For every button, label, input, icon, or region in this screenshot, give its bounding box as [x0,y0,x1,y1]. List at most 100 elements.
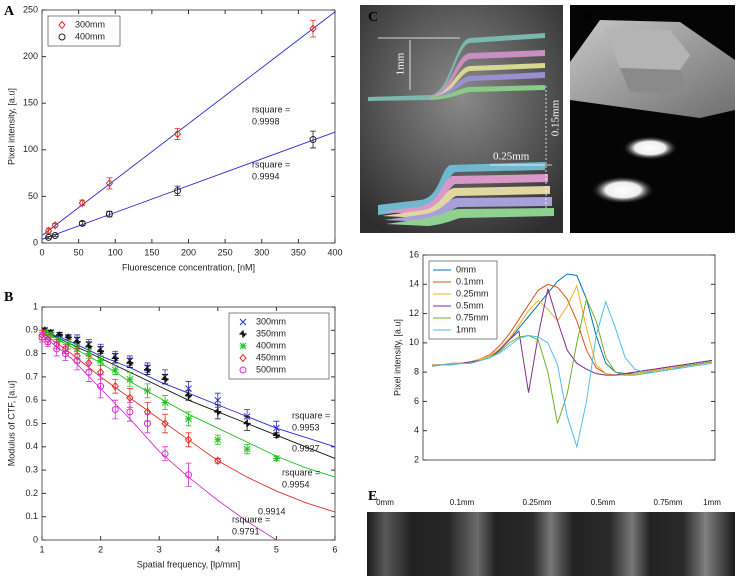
x-tick-label: 2 [98,544,103,554]
marker [143,387,151,395]
y-tick-label: 0 [33,237,38,247]
legend-label: 1mm [456,324,476,334]
x-tick-label: 1 [39,544,44,554]
fit-line [41,334,277,541]
y-tick-label: 6 [414,396,419,406]
fit-line [41,11,336,236]
marker [126,408,134,416]
image-d: D [570,5,735,233]
marker [111,366,119,374]
strip-label: 0.5mm [591,498,616,507]
marker [272,431,280,439]
marker [143,366,151,374]
y-tick-label: 2 [414,454,419,464]
legend-label: 400mm [256,340,286,350]
marker [97,347,105,355]
x-tick-label: 400 [327,247,342,257]
error-bar [85,362,92,382]
error-bar [185,462,192,487]
marker [61,350,69,358]
annotation: 0.9953 [292,422,320,432]
panel-label: B [4,290,13,305]
marker [97,382,105,390]
legend-box [47,15,121,47]
legend-label: 450mm [256,352,286,362]
y-tick-label: 0.8 [25,348,38,358]
y-tick-label: 0 [33,534,38,544]
marker [45,233,53,241]
y-tick-label: 0.4 [25,441,38,451]
x-tick-label: 4 [215,544,220,554]
legend-label: 400mm [75,31,105,41]
y-tick-label: 0.3 [25,464,38,474]
legend-box [428,260,498,340]
y-tick-label: 50 [28,191,38,201]
x-tick-label: 50 [74,247,84,257]
marker [239,342,247,350]
x-tick-label: 150 [144,247,159,257]
marker [105,179,114,188]
annotation: rsquare = [252,159,290,169]
marker [239,318,247,326]
annotation: 0.9998 [252,116,280,126]
y-tick-label: 0.7 [25,371,38,381]
error-bar [214,458,221,464]
x-tick-label: 5 [274,544,279,554]
marker [126,375,134,383]
x-axis-label: Spatial frequency, [lp/mm] [137,559,240,569]
marker [51,232,59,240]
marker [243,420,251,427]
error-bar [52,234,59,237]
strip-label: 0.75mm [654,498,683,507]
marker [85,368,93,376]
marker [309,136,317,144]
marker [105,210,113,218]
y-tick-label: 8 [414,367,419,377]
error-bar [144,413,151,434]
marker [58,20,66,30]
marker [161,375,169,383]
line-series [432,284,713,376]
annotation: 0.9954 [282,479,310,489]
fit-line [41,131,336,240]
image-c: C 1mm 0.25mm 0.15mm [360,5,563,233]
legend-label: 0mm [456,264,476,274]
legend-label: 0.5mm [456,300,484,310]
marker [78,198,86,208]
panel-label: E [368,489,377,504]
y-tick-label: 150 [23,98,38,108]
panel-label: C [368,10,378,25]
error-bar [53,341,60,357]
legend-label: 0.1mm [456,276,484,286]
y-tick-label: 0.6 [25,395,38,405]
annotation: rsquare = [282,467,320,477]
marker [174,187,182,195]
marker [85,350,93,358]
error-bar [74,350,81,371]
marker [214,408,222,416]
marker [126,393,134,403]
marker [44,338,52,346]
marker [53,345,61,353]
annotation: rsquare = [292,410,330,420]
marker [185,392,192,400]
x-tick-label: 350 [291,247,306,257]
x-tick-label: 250 [218,247,233,257]
x-tick-label: 100 [108,247,123,257]
x-tick-label: 3 [157,544,162,554]
annotation: rsquare = [232,514,270,524]
legend-label: 350mm [256,328,286,338]
marker [97,357,105,365]
marker [58,33,66,41]
strip-label: 0.25mm [523,498,552,507]
error-bar [112,399,119,420]
error-bar [162,446,169,462]
line-series [431,300,713,449]
y-axis-label: Pixel intensity, [a.u] [6,88,16,165]
marker [78,219,86,227]
annotation: rsquare = [252,104,290,114]
y-tick-label: 12 [409,308,419,318]
marker [126,359,134,367]
strip-label: 0mm [376,498,394,507]
